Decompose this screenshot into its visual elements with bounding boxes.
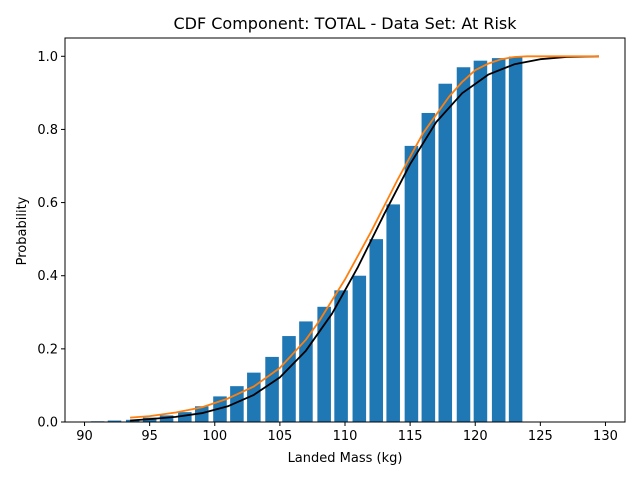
cdf-bar (491, 58, 506, 422)
x-tick-label: 125 (528, 429, 553, 444)
cdf-line-black (130, 55, 600, 422)
cdf-bar (369, 239, 384, 422)
y-tick-label: 1.0 (37, 50, 58, 65)
cdf-bar (317, 306, 331, 422)
cdf-bar (386, 204, 400, 422)
x-tick-label: 100 (202, 429, 227, 444)
cdf-bar (178, 412, 192, 422)
cdf-bar (107, 420, 122, 422)
cdf-bar (194, 406, 209, 422)
cdf-bar (456, 67, 471, 422)
y-tick-label: 0.0 (37, 416, 58, 431)
lines-layer (130, 55, 600, 422)
cdf-bar (404, 145, 419, 422)
cdf-bar (508, 56, 523, 422)
y-axis: 0.0 0.2 0.4 0.6 0.8 1.0 (37, 50, 65, 431)
cdf-bar (352, 275, 367, 422)
x-axis: 90 95 100 105 110 115 120 125 130 (76, 422, 618, 444)
x-axis-label: Landed Mass (kg) (288, 451, 403, 466)
y-tick-label: 0.8 (37, 123, 58, 138)
x-tick-label: 115 (398, 429, 423, 444)
cdf-bar (421, 112, 436, 422)
x-tick-label: 105 (267, 429, 292, 444)
cdf-bar (265, 356, 279, 422)
y-tick-label: 0.6 (37, 196, 58, 211)
bars-layer (90, 56, 523, 422)
cdf-bar (159, 415, 174, 422)
cdf-bar (473, 60, 488, 422)
y-axis-label: Probability (15, 196, 30, 265)
cdf-bar (299, 321, 313, 422)
x-tick-label: 95 (141, 429, 158, 444)
y-tick-label: 0.2 (37, 342, 58, 357)
x-tick-label: 110 (333, 429, 358, 444)
x-tick-label: 130 (593, 429, 618, 444)
cdf-bar (438, 83, 453, 422)
chart-title: CDF Component: TOTAL - Data Set: At Risk (173, 14, 517, 33)
x-tick-label: 90 (76, 429, 93, 444)
cdf-bar (334, 290, 348, 422)
cdf-bar (282, 336, 296, 422)
x-tick-label: 120 (463, 429, 488, 444)
y-tick-label: 0.4 (37, 269, 58, 284)
cdf-line-orange (130, 55, 599, 419)
